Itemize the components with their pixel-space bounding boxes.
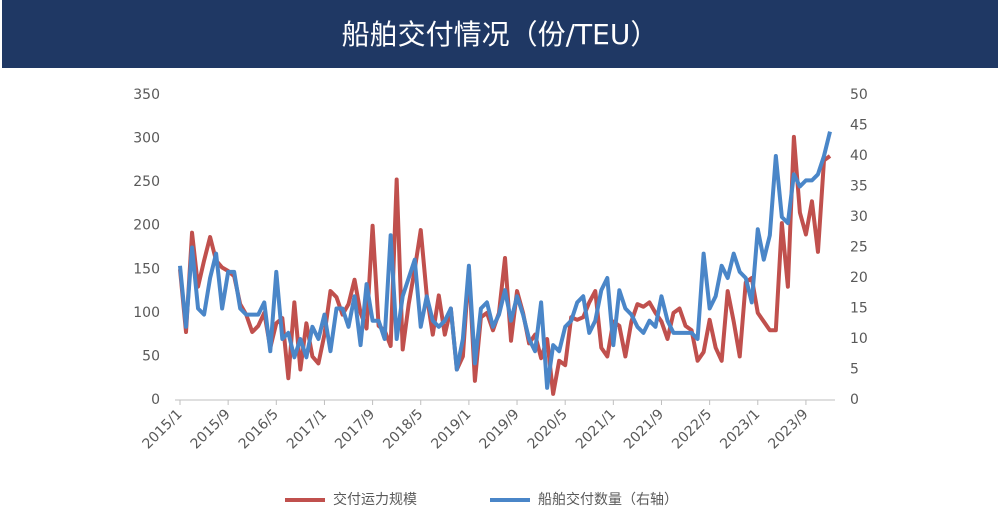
x-tick-label: 2021/1 <box>573 406 619 452</box>
y2-tick-label: 10 <box>850 331 868 347</box>
y2-tick-label: 20 <box>850 270 868 286</box>
y-tick-label: 300 <box>133 131 160 147</box>
series-line <box>178 131 832 390</box>
y2-tick-label: 35 <box>850 179 868 195</box>
y2-tick-label: 15 <box>850 301 868 317</box>
y2-tick-label: 25 <box>850 240 868 256</box>
x-tick-label: 2015/9 <box>188 406 234 452</box>
y2-tick-label: 50 <box>850 87 868 103</box>
y2-tick-label: 40 <box>850 148 868 164</box>
y-tick-label: 200 <box>133 218 160 234</box>
y-tick-label: 100 <box>133 305 160 321</box>
x-tick-label: 2016/5 <box>236 406 282 452</box>
title-bar <box>2 0 998 68</box>
series-line <box>178 134 832 396</box>
x-tick-label: 2019/9 <box>477 406 523 452</box>
y-tick-label: 150 <box>133 261 160 277</box>
x-tick-label: 2021/9 <box>621 406 667 452</box>
y-tick-label: 0 <box>151 392 160 408</box>
y-tick-label: 350 <box>133 87 160 103</box>
x-tick-label: 2017/1 <box>284 406 330 452</box>
y2-tick-label: 45 <box>850 118 868 134</box>
y-tick-label: 250 <box>133 174 160 190</box>
x-tick-label: 2023/1 <box>717 406 763 452</box>
x-tick-label: 2015/1 <box>140 406 186 452</box>
x-tick-label: 2018/5 <box>380 406 426 452</box>
legend-label: 船舶交付数量（右轴） <box>538 491 678 508</box>
x-tick-label: 2023/9 <box>765 406 811 452</box>
chart-title: 船舶交付情况（份/TEU） <box>342 18 659 51</box>
x-tick-label: 2020/5 <box>525 406 571 452</box>
legend-label: 交付运力规模 <box>333 491 417 508</box>
x-tick-label: 2017/9 <box>332 406 378 452</box>
x-tick-label: 2019/1 <box>428 406 474 452</box>
y-tick-label: 50 <box>142 348 160 364</box>
y2-tick-label: 30 <box>850 209 868 225</box>
x-tick-label: 2022/5 <box>669 406 715 452</box>
y2-tick-label: 0 <box>850 392 859 408</box>
y2-tick-label: 5 <box>850 362 859 378</box>
